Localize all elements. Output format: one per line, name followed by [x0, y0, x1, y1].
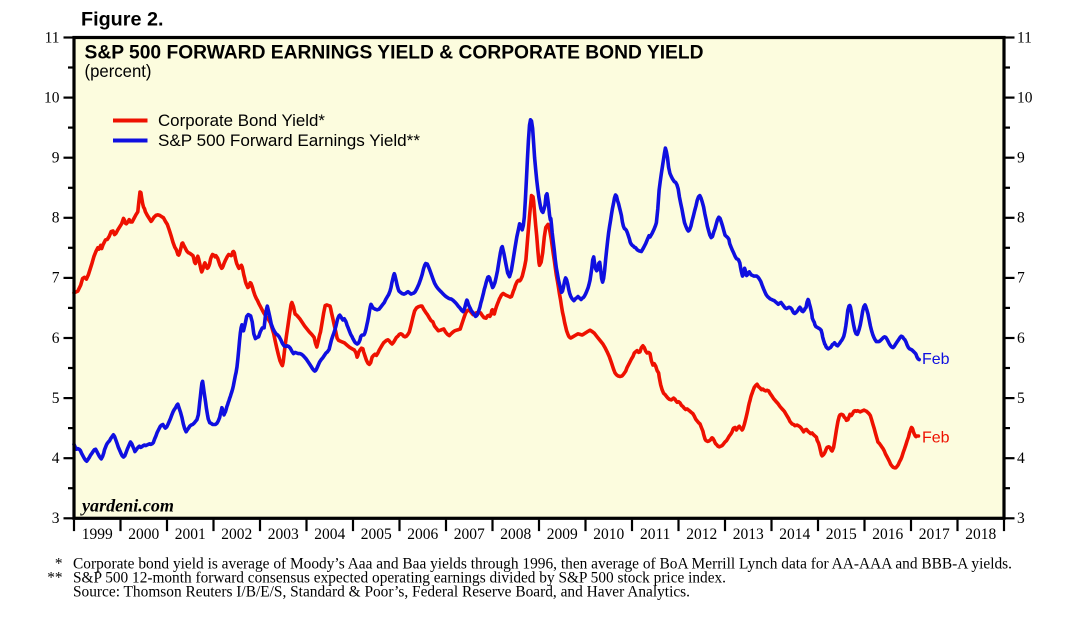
svg-text:11: 11 — [1017, 29, 1032, 46]
svg-text:2015: 2015 — [826, 526, 857, 543]
svg-text:Feb: Feb — [922, 430, 950, 447]
svg-text:Source: Thomson Reuters I/B/E/: Source: Thomson Reuters I/B/E/S, Standar… — [73, 583, 690, 600]
svg-text:8: 8 — [1017, 210, 1025, 227]
svg-text:5: 5 — [1017, 390, 1025, 407]
svg-text:9: 9 — [52, 150, 60, 167]
svg-text:S&P 500 FORWARD EARNINGS YIELD: S&P 500 FORWARD EARNINGS YIELD & CORPORA… — [85, 42, 704, 63]
svg-text:S&P 500 Forward Earnings Yield: S&P 500 Forward Earnings Yield** — [158, 131, 420, 150]
svg-text:7: 7 — [52, 270, 60, 287]
svg-text:2001: 2001 — [175, 526, 206, 543]
svg-text:yardeni.com: yardeni.com — [80, 496, 174, 516]
svg-text:Corporate bond yield is averag: Corporate bond yield is average of Moody… — [73, 555, 1012, 572]
svg-text:2009: 2009 — [547, 526, 578, 543]
svg-text:11: 11 — [45, 29, 60, 46]
svg-text:4: 4 — [1017, 450, 1025, 467]
svg-text:4: 4 — [52, 450, 60, 467]
svg-text:**: ** — [47, 569, 62, 586]
svg-text:2004: 2004 — [314, 526, 345, 543]
svg-text:3: 3 — [52, 510, 60, 527]
svg-text:*: * — [55, 555, 63, 572]
svg-text:2018: 2018 — [965, 526, 996, 543]
svg-text:1999: 1999 — [82, 526, 113, 543]
svg-text:2002: 2002 — [221, 526, 252, 543]
svg-text:2012: 2012 — [686, 526, 717, 543]
svg-text:10: 10 — [44, 89, 60, 106]
svg-text:10: 10 — [1017, 89, 1033, 106]
svg-text:2010: 2010 — [593, 526, 624, 543]
svg-text:2007: 2007 — [454, 526, 485, 543]
svg-text:S&P 500 12-month forward conse: S&P 500 12-month forward consensus expec… — [73, 569, 726, 586]
svg-text:6: 6 — [52, 330, 60, 347]
svg-text:2003: 2003 — [268, 526, 299, 543]
svg-text:2006: 2006 — [407, 526, 438, 543]
svg-text:6: 6 — [1017, 330, 1025, 347]
svg-text:8: 8 — [52, 210, 60, 227]
svg-text:2008: 2008 — [500, 526, 531, 543]
svg-text:9: 9 — [1017, 150, 1025, 167]
svg-text:2016: 2016 — [872, 526, 903, 543]
svg-text:2005: 2005 — [361, 526, 392, 543]
svg-text:5: 5 — [52, 390, 60, 407]
svg-text:2014: 2014 — [779, 526, 810, 543]
svg-text:7: 7 — [1017, 270, 1025, 287]
svg-text:Feb: Feb — [922, 351, 950, 368]
svg-text:(percent): (percent) — [85, 61, 152, 81]
svg-text:3: 3 — [1017, 510, 1025, 527]
svg-text:2011: 2011 — [640, 526, 670, 543]
svg-text:Corporate Bond Yield*: Corporate Bond Yield* — [158, 111, 325, 130]
svg-text:2017: 2017 — [919, 526, 950, 543]
svg-text:Figure 2.: Figure 2. — [81, 8, 163, 30]
svg-text:2013: 2013 — [733, 526, 764, 543]
svg-text:2000: 2000 — [128, 526, 159, 543]
